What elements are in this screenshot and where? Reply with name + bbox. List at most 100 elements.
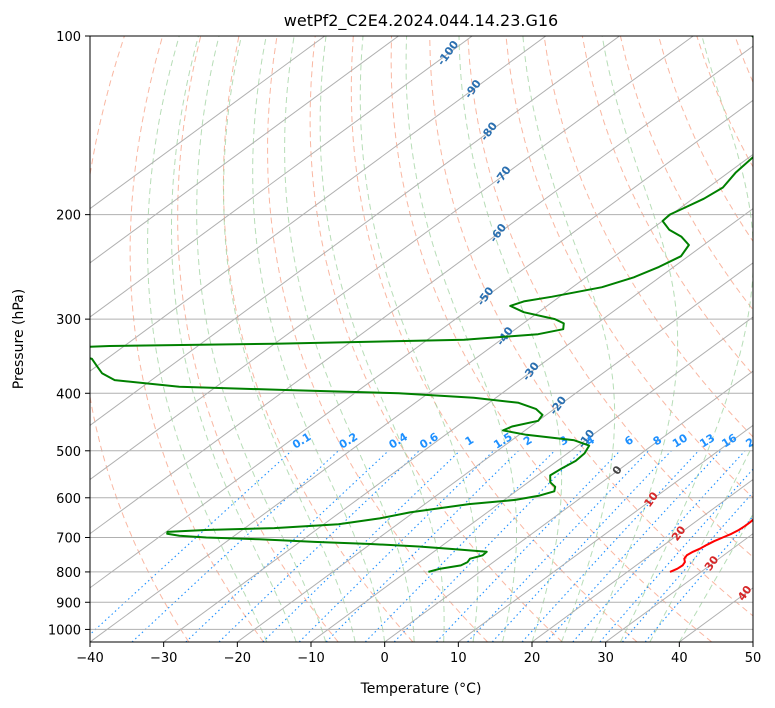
moist-adiabat-line <box>359 36 479 642</box>
x-tick-label: −20 <box>224 651 251 666</box>
y-tick-label: 300 <box>56 313 81 328</box>
mixing-ratio-labels: 0.10.20.40.611.52346810131620253036 <box>290 430 775 452</box>
isotherm-label: -70 <box>492 163 514 187</box>
isotherm-label: 10 <box>641 489 661 509</box>
isotherm-gridline <box>90 36 399 264</box>
y-tick-label: 600 <box>56 492 81 507</box>
isotherm-label: -30 <box>520 359 542 383</box>
x-tick-label: 50 <box>745 651 762 666</box>
isotherm-label: -20 <box>547 393 569 417</box>
y-axis-label: Pressure (hPa) <box>11 289 27 389</box>
mixing-ratio-label: 3 <box>557 433 570 448</box>
y-tick-label: 500 <box>56 445 81 460</box>
x-axis: −40 −30 −20 −10 0 10 20 30 40 50 <box>76 642 761 666</box>
isotherm-label: -100 <box>435 38 462 68</box>
mixing-ratio-label: 6 <box>622 433 636 448</box>
isotherm-label: 20 <box>669 523 689 543</box>
x-tick-label: 0 <box>381 651 389 666</box>
mixing-ratio-line <box>572 450 746 642</box>
isotherm-gridline <box>90 36 694 481</box>
mixing-ratio-label: 13 <box>697 431 717 450</box>
moist-adiabat-line <box>522 36 616 642</box>
isotherm-gridline <box>90 45 753 535</box>
moist-adiabat-line <box>405 36 517 642</box>
isotherm-label: -90 <box>462 77 484 101</box>
mixing-ratio-line <box>185 450 389 642</box>
sounding-profiles <box>90 36 753 573</box>
moist-adiabat-line <box>171 36 297 642</box>
isotherm-gridlines <box>90 36 753 642</box>
mixing-ratio-label: 10 <box>670 431 690 450</box>
mixing-ratio-line <box>491 450 672 642</box>
dry-adiabat-line <box>90 36 190 642</box>
y-tick-label: 100 <box>56 30 81 45</box>
y-tick-label: 800 <box>56 566 81 581</box>
isotherm-label: -60 <box>487 221 509 245</box>
mixing-ratio-label: 20 <box>743 431 763 450</box>
mixing-ratio-line <box>467 450 649 642</box>
dry-adiabat-line <box>129 36 264 642</box>
y-tick-label: 700 <box>56 532 81 547</box>
dry-adiabat-line <box>734 36 753 84</box>
mixing-ratio-label: 25 <box>768 431 775 450</box>
isobar-gridlines <box>90 36 753 630</box>
isotherm-gridline <box>90 36 473 318</box>
moist-adiabat-line <box>196 36 327 642</box>
moist-adiabat-line <box>146 36 268 642</box>
mixing-ratio-label: 0.2 <box>337 430 360 451</box>
x-tick-label: −10 <box>297 651 324 666</box>
dry-adiabat-line <box>267 36 488 642</box>
isotherm-gridline <box>605 533 753 642</box>
dry-adiabat-line <box>619 36 753 311</box>
isotherm-gridline <box>90 36 547 372</box>
isotherm-gridline <box>90 36 620 426</box>
moist-adiabat-line <box>649 443 753 642</box>
x-tick-label: 20 <box>524 651 541 666</box>
moist-adiabat-line <box>252 36 386 642</box>
isotherm-gridline <box>90 153 753 642</box>
mixing-ratio-line <box>435 450 621 642</box>
temperature-profile-line <box>669 518 753 573</box>
moist-adiabat-line <box>458 36 563 642</box>
mixing-ratio-line <box>90 450 292 636</box>
isotherm-gridline <box>531 478 753 642</box>
dry-adiabat-line <box>429 36 753 617</box>
mixing-ratio-line <box>262 450 461 642</box>
moist-adiabat-line <box>590 36 679 642</box>
dry-adiabat-line <box>222 36 414 642</box>
dry-adiabat-line <box>505 36 753 499</box>
moist-adiabat-line <box>319 36 445 642</box>
moist-adiabat-line <box>223 36 356 642</box>
dry-adiabat-line <box>350 36 638 642</box>
x-tick-label: −40 <box>76 651 103 666</box>
y-tick-label: 900 <box>56 596 81 611</box>
x-tick-label: 40 <box>671 651 688 666</box>
mixing-ratio-line <box>218 450 420 642</box>
mixing-ratio-label: 0.4 <box>387 430 411 452</box>
isotherm-gridline <box>384 370 753 642</box>
plot-area: -100-90-80-70-60-50-40-30-20-10010203040… <box>90 36 775 642</box>
y-tick-label: 200 <box>56 209 81 224</box>
y-tick-label: 400 <box>56 387 81 402</box>
y-axis: 100 200 300 400 500 600 700 800 900 1000 <box>48 30 90 638</box>
isotherm-gridline <box>310 316 753 642</box>
mixing-ratio-label: 8 <box>651 433 664 448</box>
mixing-ratio-line <box>364 450 555 642</box>
isotherm-gridline <box>90 99 753 589</box>
mixing-ratio-label: 1 <box>463 433 476 448</box>
isotherm-gridline <box>458 424 753 642</box>
mixing-ratio-label: 0.1 <box>290 430 313 451</box>
x-tick-label: 30 <box>597 651 614 666</box>
isotherm-label: -50 <box>474 284 496 308</box>
mixing-ratio-line <box>545 450 722 642</box>
mixing-ratio-label: 1.5 <box>491 430 514 451</box>
dry-adiabat-line <box>467 36 753 558</box>
dry-adiabat-line <box>696 36 753 168</box>
mixing-ratio-line <box>298 450 494 642</box>
x-tick-label: 10 <box>450 651 467 666</box>
x-axis-label: Temperature (°C) <box>360 681 482 697</box>
isotherm-label: 40 <box>735 583 755 603</box>
chart-title: wetPf2_C2E4.2024.044.14.23.G16 <box>284 11 558 31</box>
dry-adiabat-line <box>309 36 563 642</box>
